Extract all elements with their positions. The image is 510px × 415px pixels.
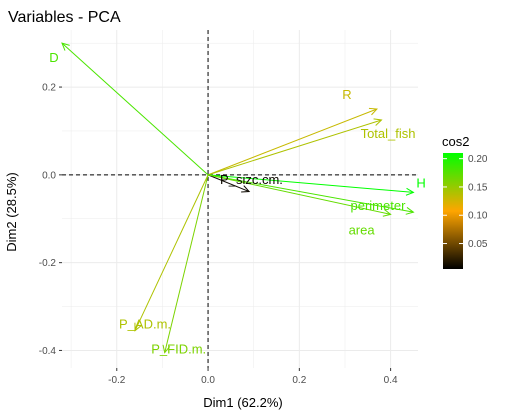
variable-label-p-sizc-cm: P_sizc.cm. <box>220 172 283 187</box>
variable-label-area: area <box>349 222 376 237</box>
variable-arrow-shaft <box>61 42 209 176</box>
legend-title: cos2 <box>442 134 469 149</box>
variable-arrow-shaft <box>207 108 378 176</box>
legend-ticks: 0.05 0.10 0.15 0.20 <box>443 154 488 250</box>
x-tick-label: 0.2 <box>292 375 306 386</box>
variable-arrow-head <box>368 107 378 116</box>
x-axis-title: Dim1 (62.2%) <box>203 395 282 410</box>
y-axis-ticks: -0.4 -0.2 0.0 0.2 <box>39 83 62 357</box>
legend-colorbar <box>443 153 463 269</box>
variable-arrow-head <box>405 187 415 196</box>
x-tick-label: -0.2 <box>108 375 126 386</box>
variable-arrow-shaft <box>207 174 391 215</box>
variable-arrow-head <box>162 344 171 354</box>
variable-arrow-shaft <box>207 119 382 176</box>
x-axis-ticks: -0.2 0.0 0.2 0.4 <box>108 368 398 386</box>
variable-arrow-head <box>61 42 70 51</box>
y-axis-title: Dim2 (28.5%) <box>4 172 19 251</box>
y-tick-label: -0.4 <box>39 346 57 357</box>
variable-label-total-fish: Total_fish <box>361 126 416 141</box>
variable-arrow-head <box>382 209 392 217</box>
variable-arrow-shaft <box>207 174 250 193</box>
variable-arrow-shaft <box>134 174 209 331</box>
chart-title: Variables - PCA <box>8 9 121 26</box>
variable-label-p-fid-m: P_FID.m. <box>151 342 206 357</box>
legend-tick-label: 0.20 <box>468 154 488 165</box>
variable-label-d: D <box>49 50 58 65</box>
variable-label-r: R <box>342 87 351 102</box>
variable-label-p-ad-m: P_AD.m. <box>119 317 171 332</box>
plot-panel <box>62 30 418 368</box>
x-tick-label: 0.0 <box>201 375 215 386</box>
y-tick-label: -0.2 <box>39 258 57 269</box>
variable-arrow-shaft <box>207 174 414 213</box>
variable-arrow-shaft <box>208 174 414 193</box>
legend-tick-label: 0.15 <box>468 182 488 193</box>
variable-label-perimeter: perimeter <box>351 198 407 213</box>
variable-arrow-head <box>134 322 142 332</box>
variable-arrow-head <box>373 118 383 126</box>
variable-arrows <box>61 42 415 354</box>
x-tick-label: 0.4 <box>384 375 398 386</box>
cos2-legend: cos2 0.05 0.10 0.15 0.20 <box>442 134 488 269</box>
y-tick-label: 0.0 <box>42 170 56 181</box>
variable-label-h: H <box>416 175 425 190</box>
legend-tick-label: 0.10 <box>468 211 488 222</box>
variable-arrow-head <box>241 185 251 193</box>
legend-tick-label: 0.05 <box>468 239 488 250</box>
variable-arrow-head <box>405 207 415 215</box>
y-tick-label: 0.2 <box>42 83 56 94</box>
variable-arrow-shaft <box>164 174 209 353</box>
